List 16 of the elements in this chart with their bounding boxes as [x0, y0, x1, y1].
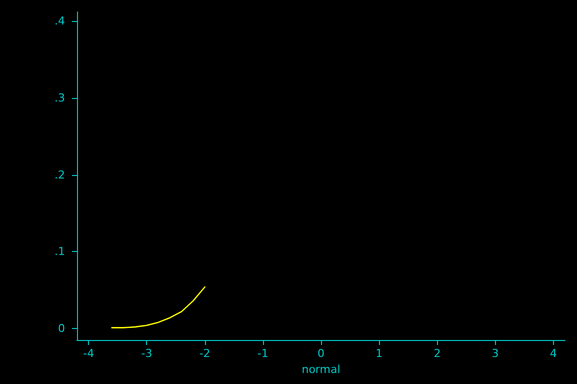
y-tick-label: 0 [58, 322, 65, 335]
y-tick-label: .4 [54, 14, 65, 28]
y-tick-label: .2 [54, 168, 65, 182]
x-tick-label: -4 [83, 347, 94, 360]
x-axis-title: normal [302, 362, 340, 376]
x-tick-label: 1 [376, 347, 383, 360]
line-series [111, 286, 206, 328]
x-tick-label: -1 [257, 347, 268, 360]
y-tick-label: .1 [54, 245, 65, 258]
x-tick-label: 3 [492, 347, 499, 360]
x-tick-label: -3 [141, 347, 152, 360]
y-tick-label: .3 [54, 92, 65, 105]
x-tick-label: 4 [550, 347, 557, 360]
x-tick-label: -2 [199, 347, 210, 360]
x-tick-label: 2 [434, 347, 441, 360]
x-tick-label: 0 [318, 347, 324, 360]
